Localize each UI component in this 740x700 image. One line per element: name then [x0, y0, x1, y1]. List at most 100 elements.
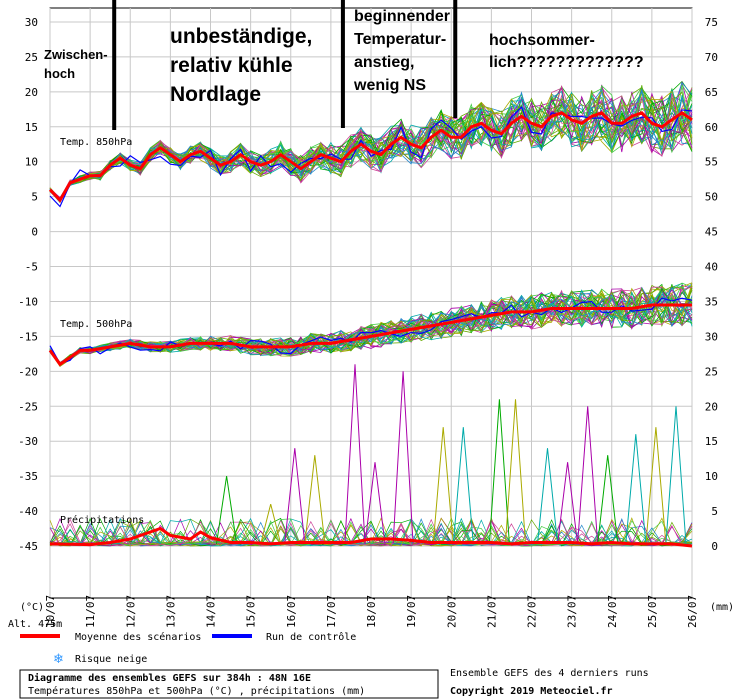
precip-peak — [216, 476, 238, 544]
left-tick-label: -5 — [25, 261, 38, 274]
right-tick-label: 60 — [705, 121, 718, 134]
altitude: Alt. 475m — [8, 619, 62, 630]
right-tick-label: 40 — [705, 261, 718, 274]
precip-peak — [488, 399, 510, 544]
left-tick-label: -35 — [18, 470, 38, 483]
precip-peak — [304, 455, 326, 544]
mean-lines — [48, 106, 693, 548]
precip-peak — [645, 427, 667, 544]
date-tick-label: 25/07 — [646, 595, 659, 628]
left-tick-label: -15 — [18, 330, 38, 343]
t850-control-line — [49, 106, 693, 208]
precip-peak — [364, 462, 386, 544]
chart-title: Diagramme des ensembles GEFS sur 384h : … — [28, 672, 311, 684]
precip-peak — [597, 455, 619, 544]
right-tick-label: 70 — [705, 51, 718, 64]
date-tick-label: 21/07 — [485, 595, 498, 628]
date-tick-label: 11/07 — [84, 595, 97, 628]
left-tick-label: -10 — [18, 295, 38, 308]
legend-control-label: Run de contrôle — [266, 631, 356, 643]
precip-peak — [557, 462, 579, 544]
right-tick-label: 10 — [705, 470, 718, 483]
annotation-text: unbeständige, — [170, 25, 312, 48]
date-tick-label: 23/07 — [566, 595, 579, 628]
right-tick-label: 65 — [705, 86, 718, 99]
t500-control-line — [49, 297, 693, 365]
right-tick-label: 0 — [711, 540, 718, 553]
date-tick-label: 17/07 — [325, 595, 338, 628]
date-tick-label: 16/07 — [285, 595, 298, 628]
title-box — [19, 669, 439, 699]
precip-peak — [625, 434, 647, 544]
annotation-text: beginnender — [354, 8, 450, 25]
legend-snow-label: Risque neige — [75, 654, 147, 665]
date-tick-label: 22/07 — [526, 595, 539, 628]
precip-member-line — [49, 518, 693, 547]
date-tick-label: 20/07 — [445, 595, 458, 628]
precip-peak — [665, 406, 687, 544]
precip-member-line — [49, 517, 693, 547]
legend-mean-label: Moyenne des scénarios — [75, 631, 201, 643]
t850-member-line — [49, 94, 693, 200]
precip-peak — [452, 427, 474, 544]
left-tick-label: 20 — [25, 86, 38, 99]
left-tick-label: -30 — [18, 435, 38, 448]
right-tick-label: 20 — [705, 400, 718, 413]
date-tick-label: 18/07 — [365, 595, 378, 628]
t500-member-line — [49, 286, 693, 365]
date-tick-label: 19/07 — [405, 595, 418, 628]
label-t850: Temp. 850hPa — [60, 137, 132, 148]
right-tick-label: 50 — [705, 191, 718, 204]
label-precip: Précipitations — [60, 514, 144, 526]
precip-peak — [284, 448, 306, 544]
precip-member-line — [49, 518, 693, 547]
annotation-text: wenig NS — [353, 77, 426, 94]
precip-peak — [260, 503, 282, 545]
left-unit: (°C) — [20, 602, 44, 613]
left-tick-label: 10 — [25, 156, 38, 169]
date-tick-label: 13/07 — [164, 595, 177, 628]
right-unit: (mm) — [710, 602, 734, 613]
precip-peak — [344, 364, 366, 544]
date-tick-label: 15/07 — [245, 595, 258, 628]
t500-member-line — [49, 286, 693, 363]
label-t500: Temp. 500hPa — [60, 319, 132, 330]
t500-mean-line — [48, 303, 692, 367]
annotations: Zwischen-hoch unbeständige, relativ kühle N… — [44, 0, 644, 130]
right-tick-label: 5 — [711, 505, 718, 518]
right-tick-label: 25 — [705, 365, 718, 378]
left-tick-label: 30 — [25, 16, 38, 29]
date-tick-label: 10/07 — [44, 595, 57, 628]
left-tick-label: 0 — [31, 226, 38, 239]
date-tick-label: 12/07 — [124, 595, 137, 628]
t850-member-line — [49, 86, 693, 201]
right-tick-label: 30 — [705, 330, 718, 343]
annotation-text: hochsommer- — [489, 32, 595, 49]
precip-peak — [504, 399, 526, 544]
right-tick-label: 15 — [705, 435, 718, 448]
left-tick-label: -45 — [18, 540, 38, 553]
credit-line1: Ensemble GEFS des 4 derniers runs — [450, 668, 649, 679]
t850-member-line — [49, 97, 693, 200]
precip-peak — [577, 406, 599, 544]
precip-peak — [537, 448, 559, 544]
t850-member-line — [49, 80, 693, 204]
annotation-text: anstieg, — [354, 54, 414, 71]
left-tick-label: 25 — [25, 51, 38, 64]
right-tick-label: 75 — [705, 16, 718, 29]
annotation-text: Zwischen- — [44, 47, 108, 62]
left-tick-label: -25 — [18, 400, 38, 413]
annotation-text: relativ kühle — [170, 54, 293, 77]
right-tick-label: 35 — [705, 295, 718, 308]
date-tick-label: 24/07 — [606, 595, 619, 628]
left-tick-label: -40 — [18, 505, 38, 518]
precip-peak — [392, 371, 414, 544]
t850-mean-line — [48, 110, 693, 203]
annotation-text: Temperatur- — [354, 31, 446, 48]
date-tick-label: 14/07 — [205, 595, 218, 628]
precip-peak — [432, 427, 454, 544]
precip-member-line — [49, 517, 693, 547]
right-tick-label: 55 — [705, 156, 718, 169]
